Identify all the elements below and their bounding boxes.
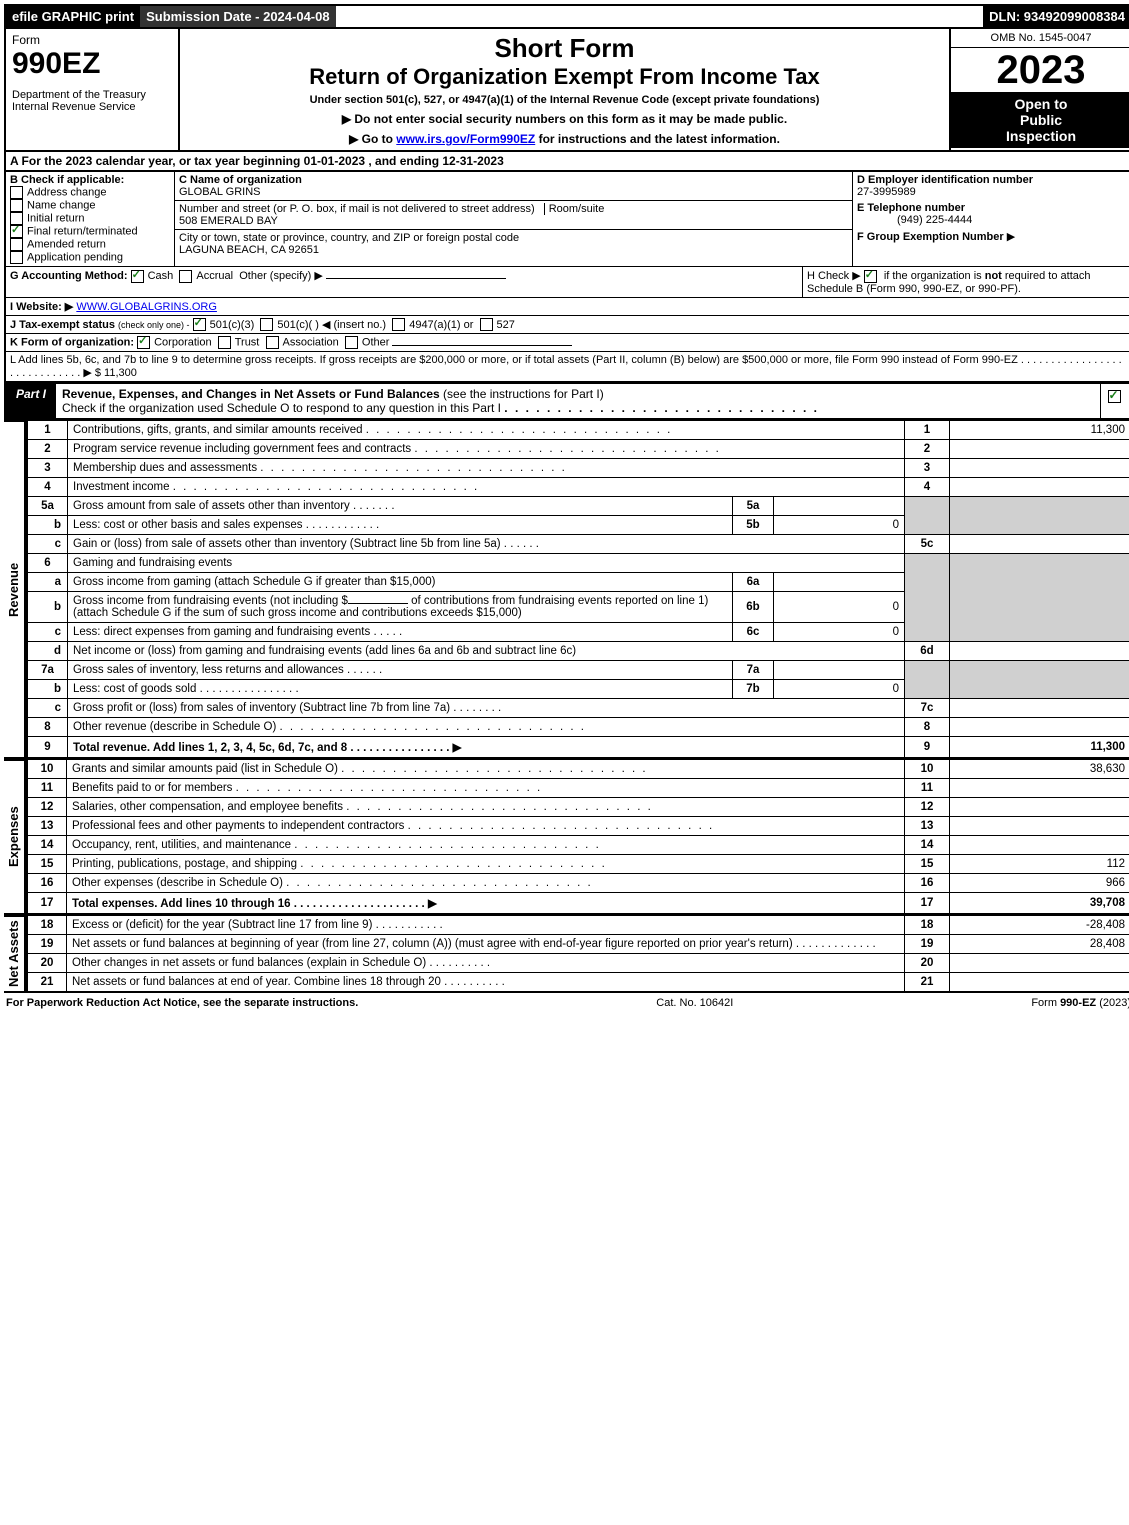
e-phone: E Telephone number(949) 225-4444 <box>857 202 1127 226</box>
subtitle: Under section 501(c), 527, or 4947(a)(1)… <box>184 94 945 106</box>
cat-number: Cat. No. 10642I <box>656 997 733 1009</box>
g-accounting: G Accounting Method: Cash Accrual Other … <box>6 267 802 297</box>
c-city-block: City or town, state or province, country… <box>175 230 852 258</box>
tax-year: 2023 <box>951 48 1129 92</box>
org-name: GLOBAL GRINS <box>179 186 261 198</box>
line-a: A For the 2023 calendar year, or tax yea… <box>4 152 1129 172</box>
c-name-block: C Name of organization GLOBAL GRINS <box>175 172 852 201</box>
header-right: OMB No. 1545-0047 2023 Open to Public In… <box>949 29 1129 150</box>
j-tax-exempt: J Tax-exempt status (check only one) - 5… <box>4 316 1129 335</box>
netassets-table: 18Excess or (deficit) for the year (Subt… <box>26 915 1129 993</box>
l-gross-receipts: L Add lines 5b, 6c, and 7b to line 9 to … <box>4 352 1129 383</box>
part1-header: Part I Revenue, Expenses, and Changes in… <box>4 383 1129 420</box>
expenses-table: 10Grants and similar amounts paid (list … <box>26 759 1129 915</box>
form-header: Form 990EZ Department of the Treasury In… <box>4 29 1129 152</box>
k-form-org: K Form of organization: Corporation Trus… <box>4 334 1129 352</box>
irs-link[interactable]: www.irs.gov/Form990EZ <box>396 132 535 146</box>
ssn-warning: ▶ Do not enter social security numbers o… <box>184 112 945 126</box>
section-bcdef: B Check if applicable: Address change Na… <box>4 172 1129 267</box>
form-word: Form <box>12 33 172 47</box>
part1-title: Revenue, Expenses, and Changes in Net As… <box>56 384 1100 418</box>
row-gh: G Accounting Method: Cash Accrual Other … <box>4 267 1129 298</box>
col-b: B Check if applicable: Address change Na… <box>6 172 175 266</box>
part1-label: Part I <box>6 384 56 418</box>
website-link[interactable]: WWW.GLOBALGRINS.ORG <box>76 301 217 313</box>
top-bar: efile GRAPHIC print Submission Date - 20… <box>4 4 1129 29</box>
b-opt-name: Name change <box>10 199 170 212</box>
netassets-sidelabel: Net Assets <box>4 915 26 993</box>
irs-label: Internal Revenue Service <box>12 101 172 113</box>
header-center: Short Form Return of Organization Exempt… <box>180 29 949 150</box>
efile-label: efile GRAPHIC print <box>6 6 140 27</box>
part1-check <box>1100 384 1129 418</box>
revenue-sidelabel: Revenue <box>4 420 26 759</box>
i-website: I Website: ▶ WWW.GLOBALGRINS.ORG <box>4 298 1129 316</box>
revenue-section: Revenue 1Contributions, gifts, grants, a… <box>4 420 1129 759</box>
h-schedule-b: H Check ▶ if the organization is not req… <box>802 267 1129 297</box>
b-opt-pending: Application pending <box>10 251 170 264</box>
form-ref: Form 990-EZ (2023) <box>1031 997 1129 1009</box>
omb-number: OMB No. 1545-0047 <box>951 29 1129 48</box>
header-left: Form 990EZ Department of the Treasury In… <box>6 29 180 150</box>
dln-label: DLN: 93492099008384 <box>983 6 1129 27</box>
goto-line: ▶ Go to www.irs.gov/Form990EZ for instru… <box>184 132 945 146</box>
f-group: F Group Exemption Number ▶ <box>857 230 1127 243</box>
c-street-block: Number and street (or P. O. box, if mail… <box>175 201 852 230</box>
page-footer: For Paperwork Reduction Act Notice, see … <box>4 993 1129 1013</box>
form-number: 990EZ <box>12 47 172 81</box>
d-ein: D Employer identification number27-39959… <box>857 174 1127 198</box>
b-opt-initial: Initial return <box>10 212 170 225</box>
col-def: D Employer identification number27-39959… <box>853 172 1129 266</box>
b-title: B Check if applicable: <box>10 174 170 186</box>
col-c: C Name of organization GLOBAL GRINS Numb… <box>175 172 853 266</box>
paperwork-notice: For Paperwork Reduction Act Notice, see … <box>6 997 358 1009</box>
expenses-sidelabel: Expenses <box>4 759 26 915</box>
b-opt-address: Address change <box>10 186 170 199</box>
revenue-table: 1Contributions, gifts, grants, and simil… <box>26 420 1129 759</box>
submission-date: Submission Date - 2024-04-08 <box>140 6 336 27</box>
expenses-section: Expenses 10Grants and similar amounts pa… <box>4 759 1129 915</box>
main-title: Return of Organization Exempt From Incom… <box>184 64 945 90</box>
dept-treasury: Department of the Treasury <box>12 89 172 101</box>
org-city: LAGUNA BEACH, CA 92651 <box>179 244 319 256</box>
open-public-box: Open to Public Inspection <box>951 92 1129 148</box>
b-opt-amended: Amended return <box>10 238 170 251</box>
b-opt-final: Final return/terminated <box>10 225 170 238</box>
netassets-section: Net Assets 18Excess or (deficit) for the… <box>4 915 1129 993</box>
org-street: 508 EMERALD BAY <box>179 215 278 227</box>
short-form-title: Short Form <box>184 33 945 64</box>
